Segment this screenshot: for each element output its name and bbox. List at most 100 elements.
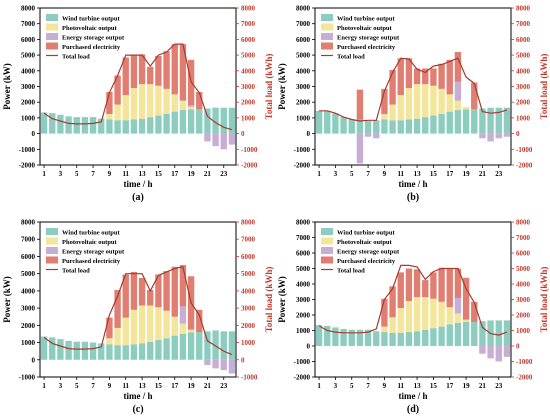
bar-purchased-electricity-h13 xyxy=(413,68,421,85)
y2-tick-label: 1000 xyxy=(516,114,531,122)
bar-energy-storage-output-h18 xyxy=(454,81,462,101)
x-tick-label: 21 xyxy=(204,170,212,178)
y-tick-label: 0 xyxy=(32,356,36,364)
bar-energy-storage-output-h24 xyxy=(503,346,511,357)
bar-wind-turbine-output-h1 xyxy=(315,110,323,134)
bar-wind-turbine-output-h9 xyxy=(381,332,388,346)
bar-photovoltaic-output-h19 xyxy=(187,106,195,110)
x-tick-label: 7 xyxy=(366,382,370,390)
legend-label: Energy storage output xyxy=(62,35,125,42)
bar-wind-turbine-output-h16 xyxy=(163,113,170,134)
bar-wind-turbine-output-h16 xyxy=(438,113,445,134)
bar-wind-turbine-output-h10 xyxy=(114,120,121,134)
y-tick-label: 3000 xyxy=(296,83,311,91)
bar-wind-turbine-output-h21 xyxy=(204,331,211,360)
bar-wind-turbine-output-h24 xyxy=(228,331,236,360)
bar-purchased-electricity-h20 xyxy=(196,91,203,110)
y2-axis-label: Total load (kWh) xyxy=(539,54,549,120)
chart-panel-a: -2000 -1000 0 1000 2000 3000 4000 5000 6000 7000 8… xyxy=(2,5,274,204)
bar-purchased-electricity-h15 xyxy=(430,272,437,299)
bar-wind-turbine-output-h24 xyxy=(228,107,236,134)
y2-tick-label: 0 xyxy=(241,130,245,138)
y2-tick-label: 0 xyxy=(241,356,245,364)
y-axis-label: Power (kW) xyxy=(2,63,12,110)
x-tick-label: 21 xyxy=(479,382,487,390)
bar-purchased-electricity-h15 xyxy=(430,68,437,86)
x-tick-label: 7 xyxy=(366,170,370,178)
legend-label: Purchased electricity xyxy=(337,258,396,265)
bar-photovoltaic-output-h14 xyxy=(147,84,154,118)
bar-wind-turbine-output-h3 xyxy=(57,339,64,360)
y2-tick-label: 4000 xyxy=(516,281,531,289)
bar-photovoltaic-output-h9 xyxy=(381,113,388,120)
y2-tick-label: 7000 xyxy=(241,20,256,28)
y-tick-label: 4000 xyxy=(296,67,311,75)
bar-purchased-electricity-h14 xyxy=(147,290,154,306)
bar-wind-turbine-output-h17 xyxy=(446,324,453,346)
bar-energy-storage-output-h6 xyxy=(356,133,364,164)
bar-wind-turbine-output-h23 xyxy=(495,107,502,134)
bar-purchased-electricity-h17 xyxy=(171,266,178,317)
panel-label: (d) xyxy=(407,404,419,415)
bar-purchased-electricity-h9 xyxy=(381,88,388,114)
bar-photovoltaic-output-h13 xyxy=(138,305,146,344)
bar-photovoltaic-output-h11 xyxy=(122,317,129,346)
bar-photovoltaic-output-h10 xyxy=(114,104,121,121)
bar-purchased-electricity-h10 xyxy=(114,290,121,328)
plot-area xyxy=(39,7,237,166)
x-tick-label: 5 xyxy=(75,170,79,178)
bar-purchased-electricity-h13 xyxy=(413,269,421,298)
bar-purchased-electricity-h20 xyxy=(471,82,478,110)
bar-wind-turbine-output-h13 xyxy=(138,118,146,134)
bar-energy-storage-output-h21 xyxy=(479,346,486,354)
bar-purchased-electricity-h10 xyxy=(114,75,121,105)
y-tick-label: 1000 xyxy=(296,327,311,335)
bar-wind-turbine-output-h7 xyxy=(89,117,97,134)
bar-wind-turbine-output-h12 xyxy=(130,119,138,134)
bar-wind-turbine-output-h18 xyxy=(179,110,187,134)
bar-photovoltaic-output-h12 xyxy=(405,88,413,120)
y2-tick-label: -2000 xyxy=(516,374,533,382)
bar-photovoltaic-output-h14 xyxy=(422,84,429,118)
bar-purchased-electricity-h14 xyxy=(147,66,154,85)
bar-photovoltaic-output-h17 xyxy=(446,94,453,112)
bar-wind-turbine-output-h6 xyxy=(356,119,364,134)
bar-wind-turbine-output-h18 xyxy=(179,333,187,360)
legend-swatch xyxy=(46,228,58,235)
bar-wind-turbine-output-h2 xyxy=(324,325,331,346)
bar-purchased-electricity-h20 xyxy=(196,309,203,333)
bar-wind-turbine-output-h9 xyxy=(106,119,113,134)
bar-wind-turbine-output-h5 xyxy=(348,329,355,346)
bar-purchased-electricity-h16 xyxy=(438,63,445,89)
bar-energy-storage-output-h21 xyxy=(479,133,486,139)
y-tick-label: 2000 xyxy=(21,99,36,107)
x-tick-label: 9 xyxy=(108,382,112,390)
bar-energy-storage-output-h18 xyxy=(454,297,462,314)
x-tick-label: 13 xyxy=(139,170,147,178)
y2-tick-label: 2000 xyxy=(516,99,531,107)
legend-label: Purchased electricity xyxy=(62,44,121,51)
bar-wind-turbine-output-h18 xyxy=(454,322,462,346)
y2-tick-label: -1000 xyxy=(516,146,533,154)
bar-wind-turbine-output-h12 xyxy=(405,119,413,134)
bar-photovoltaic-output-h16 xyxy=(438,301,445,327)
y2-tick-label: 0 xyxy=(516,130,520,138)
legend-label: Energy storage output xyxy=(62,249,125,256)
legend-swatch xyxy=(46,237,58,245)
bar-wind-turbine-output-h13 xyxy=(413,331,421,346)
bar-wind-turbine-output-h14 xyxy=(147,117,154,134)
x-tick-label: 1 xyxy=(317,170,321,178)
x-tick-label: 23 xyxy=(495,170,503,178)
y2-tick-label: 1000 xyxy=(241,114,256,122)
y-tick-label: 5000 xyxy=(21,270,36,278)
bar-photovoltaic-output-h19 xyxy=(462,319,470,322)
y2-tick-label: 4000 xyxy=(241,67,256,75)
bar-wind-turbine-output-h16 xyxy=(438,326,445,346)
y2-tick-label: 6000 xyxy=(516,36,531,44)
bar-wind-turbine-output-h21 xyxy=(479,108,486,134)
bar-wind-turbine-output-h9 xyxy=(106,344,113,360)
y-tick-label: -1000 xyxy=(19,146,36,154)
y2-tick-label: 1000 xyxy=(516,327,531,335)
y2-tick-label: 6000 xyxy=(241,253,256,261)
y-tick-label: 3000 xyxy=(21,305,36,313)
